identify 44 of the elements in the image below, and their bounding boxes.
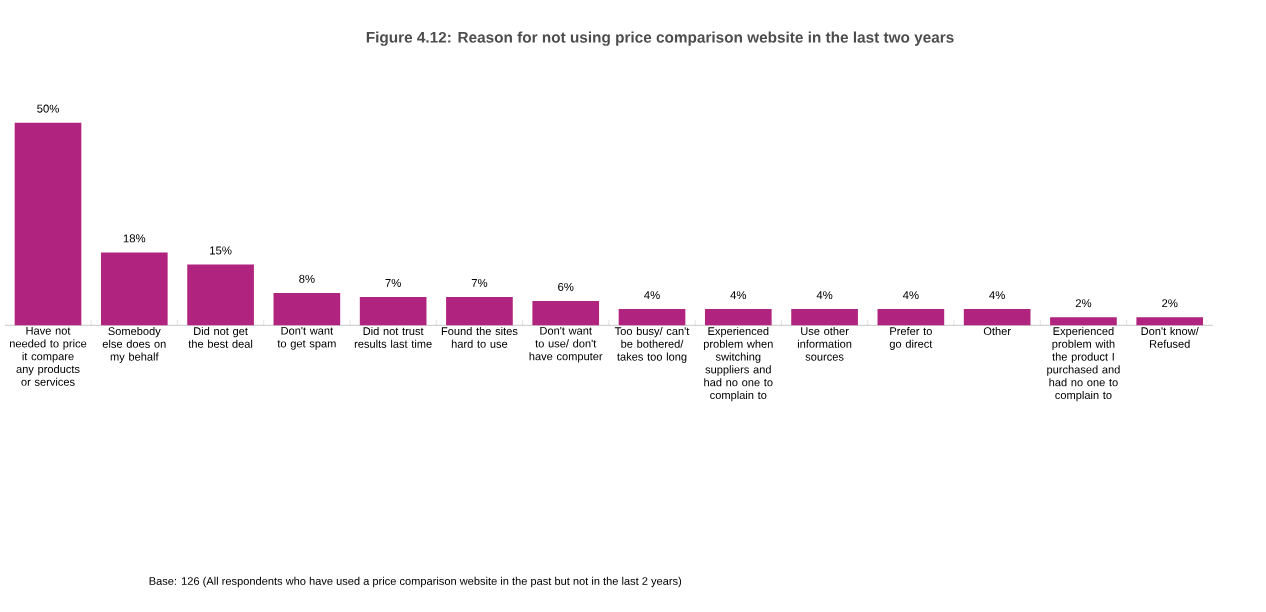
bar (100, 252, 168, 326)
bar (446, 296, 513, 326)
x-tick-label: Don't want to use/ don't have computer (529, 326, 603, 363)
x-tick-label: Don't want to get spam (277, 326, 336, 350)
data-label: 8% (299, 274, 315, 283)
x-tick-label: Somebody else does on my behalf (102, 326, 166, 363)
data-label: 18% (123, 234, 146, 243)
data-label: 7% (471, 278, 488, 287)
bar (1050, 317, 1117, 326)
x-tick-label: Did not trust results last time (354, 326, 432, 348)
data-label: 4% (644, 291, 660, 300)
data-label: 2% (1162, 299, 1178, 308)
x-tick-label: Experienced problem when switching suppliers and had no one to complain to (703, 326, 773, 402)
x-tick-label: Experienced problem with the product I purchased and had no one to complain to (1047, 326, 1120, 402)
bar (704, 309, 772, 326)
data-label: 7% (385, 278, 401, 287)
data-label: 15% (210, 246, 232, 255)
x-tick-label: Other (983, 326, 1011, 336)
x-tick-label: Found the sites hard to use (441, 326, 518, 348)
bar (791, 309, 858, 326)
x-tick-label: Too busy/ can't be bothered/ takes too long (614, 326, 690, 363)
x-tick-label: Did not get the best deal (188, 326, 253, 348)
text: Base: 126 (All respondents who have used a price comparison website in the past but not in the last 2 years) (149, 576, 682, 588)
data-label: 4% (989, 291, 1005, 300)
bar (1136, 317, 1204, 326)
bar (273, 292, 341, 326)
x-tick-label: Don't know/ Refused (1141, 326, 1199, 348)
data-label: 6% (558, 282, 574, 291)
bar (618, 309, 686, 326)
bar (187, 264, 254, 326)
bar (14, 122, 82, 326)
bar (359, 296, 427, 326)
data-label: 4% (730, 291, 747, 300)
data-label: 4% (902, 291, 919, 300)
chart-title: Figure 4.12: Reason for not using price comparison website in the last two years (366, 31, 954, 46)
bar (963, 309, 1031, 326)
bar (877, 309, 945, 326)
x-tick-label: Have not needed to price it compare any products or services (9, 326, 87, 386)
x-tick-label: Prefer to go direct (889, 326, 933, 351)
bar (532, 301, 600, 326)
x-tick-label: Use other information sources (797, 326, 852, 361)
data-label: 4% (816, 291, 833, 300)
data-label: 2% (1075, 299, 1092, 308)
data-label: 50% (37, 104, 59, 113)
